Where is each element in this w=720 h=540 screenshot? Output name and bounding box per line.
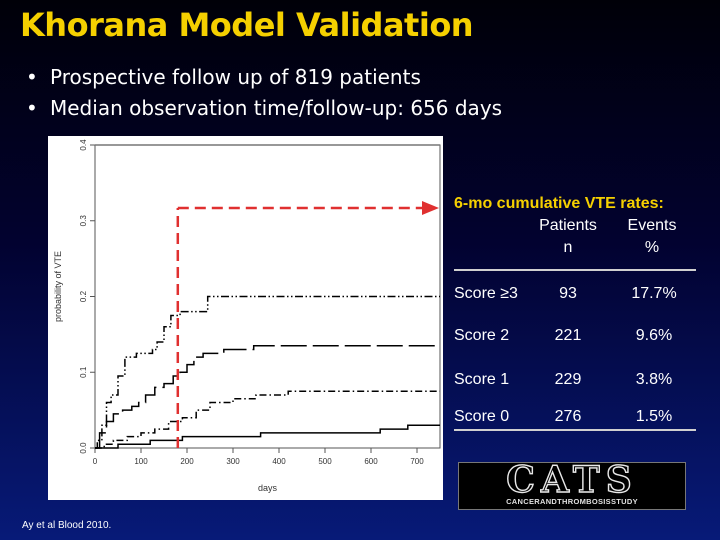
x-tick-label: 100 [134,457,148,466]
x-tick-label: 200 [180,457,194,466]
row-n: 93 [559,285,577,302]
row-pct: 1.5% [635,408,673,425]
cats-logo: CATS CANCERANDTHROMBOSISSTUDY [458,458,686,510]
logo-sub-text: CANCERANDTHROMBOSISSTUDY [506,497,638,506]
slide-title: Khorana Model Validation [20,6,474,44]
bullet-text: Median observation time/follow-up: 656 d… [50,96,503,120]
row-label: Score 0 [454,408,510,425]
vte-probability-chart: 0 100 200 300 400 500 600 700 0.0 0.1 0.2 0.3 0.4 day… [48,136,443,500]
y-axis-label: probability of VTE [53,251,63,322]
y-tick-label: 0.3 [79,215,88,227]
y-tick-label: 0.2 [79,290,88,302]
vte-rates-table: 6-mo cumulative VTE rates: Patients n Ev… [450,195,698,431]
x-tick-label: 700 [410,457,424,466]
row-label: Score ≥3 [454,285,518,302]
annotation-arrowhead-icon [422,201,439,215]
row-n: 229 [554,371,582,388]
bullet-dot-icon: • [26,65,38,89]
header-events: Events [627,217,677,234]
x-tick-label: 600 [364,457,378,466]
survival-curve-dash-dot [95,390,440,449]
survival-curve-solid [95,424,440,449]
x-tick-label: 300 [226,457,240,466]
y-tick-label: 0.4 [79,139,88,151]
x-tick-label: 400 [272,457,286,466]
x-tick-label: 500 [318,457,332,466]
survival-curve-long-dash [95,344,440,449]
table-divider-top [454,269,696,271]
table-header: Patients n Events % [450,213,698,259]
table-title: 6-mo cumulative VTE rates: [454,195,664,212]
x-axis-label: days [258,483,278,493]
row-n: 221 [554,327,582,344]
row-label: Score 1 [454,371,510,388]
y-tick-label: 0.0 [79,442,88,454]
header-events-unit: % [644,239,660,256]
chart-background [48,136,443,500]
x-tick-label: 0 [93,457,98,466]
table-row: Score 0 276 1.5% [450,408,698,430]
table-row: Score ≥3 93 17.7% [450,285,698,307]
bullet-item: • Median observation time/follow-up: 656… [22,93,502,124]
header-patients-unit: n [563,239,573,256]
bullet-text: Prospective follow up of 819 patients [50,65,421,89]
bullet-dot-icon: • [26,96,38,120]
row-n: 276 [554,408,582,425]
bullet-item: • Prospective follow up of 819 patients [22,62,502,93]
bullet-list: • Prospective follow up of 819 patients … [22,62,502,124]
table-row: Score 2 221 9.6% [450,327,698,349]
row-pct: 3.8% [635,371,673,388]
table-row: Score 1 229 3.8% [450,371,698,393]
citation-footnote: Ay et al Blood 2010. [22,520,112,531]
survival-curve-dash-dot-dot [95,295,440,449]
row-pct: 9.6% [635,327,673,344]
header-patients: Patients [539,217,597,234]
table-divider-bottom [454,429,696,431]
row-pct: 17.7% [631,285,677,302]
y-tick-label: 0.1 [79,366,88,378]
logo-main-text: CATS [506,458,638,501]
row-label: Score 2 [454,327,510,344]
